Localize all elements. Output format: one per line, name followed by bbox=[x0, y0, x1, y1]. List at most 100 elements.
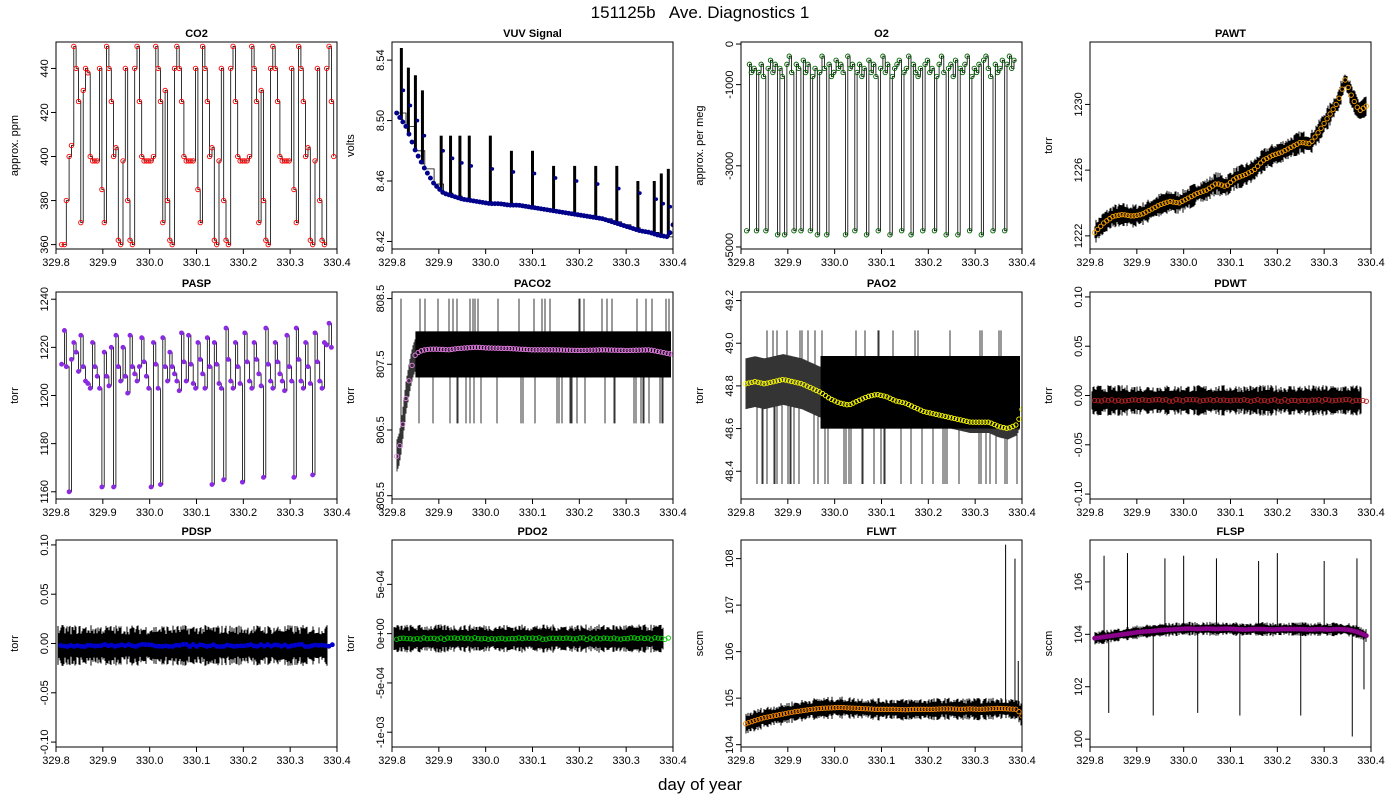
average-point bbox=[329, 642, 335, 648]
average-point bbox=[774, 232, 781, 238]
average-point bbox=[394, 110, 400, 116]
average-point bbox=[1212, 181, 1219, 187]
average-point bbox=[764, 380, 770, 386]
average-point bbox=[470, 344, 477, 351]
average-point bbox=[933, 411, 939, 417]
average-point bbox=[300, 98, 306, 105]
average-point bbox=[654, 348, 661, 355]
average-point bbox=[512, 636, 519, 642]
average-point bbox=[1095, 398, 1101, 404]
y-tick-label: 100 bbox=[1073, 730, 1085, 748]
average-point bbox=[871, 392, 878, 398]
average-point bbox=[1180, 398, 1186, 404]
average-point bbox=[1152, 204, 1158, 211]
average-point bbox=[887, 706, 893, 712]
x-tick-label: 329.9 bbox=[89, 257, 117, 269]
average-point bbox=[1300, 139, 1306, 146]
average-point bbox=[289, 378, 295, 384]
average-point bbox=[495, 345, 501, 351]
average-point bbox=[412, 147, 418, 153]
y-tick-label: 108 bbox=[724, 549, 736, 567]
x-tick-label: 329.9 bbox=[1123, 755, 1151, 767]
panel-flsp: 329.8 329.9 330.0 330.1 330.2 330.3 330.4 100 10… bbox=[1043, 526, 1385, 767]
average-point bbox=[279, 378, 285, 384]
average-point bbox=[891, 65, 898, 72]
average-point bbox=[129, 364, 135, 370]
average-point bbox=[1294, 141, 1300, 147]
average-point bbox=[535, 347, 541, 353]
average-point bbox=[1354, 104, 1360, 110]
x-tick-label: 330.4 bbox=[659, 507, 687, 519]
average-point bbox=[523, 635, 529, 641]
average-point bbox=[1125, 397, 1132, 404]
average-point bbox=[890, 397, 896, 403]
average-point bbox=[868, 69, 874, 76]
x-tick-label: 330.0 bbox=[1170, 755, 1198, 767]
average-point bbox=[78, 332, 84, 338]
average-point bbox=[770, 713, 776, 719]
plot-area bbox=[57, 625, 335, 666]
average-point bbox=[853, 705, 859, 711]
average-point bbox=[1200, 188, 1206, 194]
y-tick-label: 420 bbox=[39, 103, 51, 121]
average-point bbox=[922, 61, 928, 67]
average-point bbox=[1339, 397, 1346, 403]
average-point bbox=[601, 635, 607, 641]
average-point bbox=[1264, 155, 1270, 162]
x-tick-label: 329.9 bbox=[425, 507, 453, 519]
average-point bbox=[994, 423, 1001, 429]
figure-title: 151125b Ave. Diagnostics 1 bbox=[590, 3, 810, 22]
panel-title: PACO2 bbox=[514, 278, 551, 290]
average-point bbox=[80, 364, 86, 370]
average-point bbox=[1270, 152, 1276, 158]
average-point bbox=[933, 706, 939, 712]
average-point bbox=[421, 635, 427, 641]
average-point bbox=[560, 635, 566, 642]
x-tick-label: 330.0 bbox=[1170, 257, 1198, 269]
average-point bbox=[1241, 397, 1247, 403]
average-point bbox=[1315, 130, 1321, 136]
x-tick-label: 329.9 bbox=[774, 257, 802, 269]
x-tick-label: 330.1 bbox=[868, 257, 896, 269]
average-point bbox=[877, 65, 884, 72]
average-point bbox=[1324, 116, 1330, 122]
y-tick-label: 106 bbox=[724, 642, 736, 660]
average-point bbox=[1251, 397, 1257, 404]
average-point bbox=[908, 403, 915, 409]
plot-frame bbox=[1089, 539, 1372, 748]
average-point bbox=[914, 406, 921, 412]
average-point bbox=[1163, 397, 1169, 403]
average-point bbox=[195, 340, 201, 345]
x-tick-label: 330.3 bbox=[612, 755, 640, 767]
average-point bbox=[930, 410, 936, 417]
average-point bbox=[186, 332, 191, 338]
average-point bbox=[882, 69, 888, 76]
y-tick-label: 1200 bbox=[39, 383, 51, 407]
average-point bbox=[451, 635, 458, 641]
average-point bbox=[772, 61, 778, 67]
average-point bbox=[758, 61, 764, 67]
average-point bbox=[826, 61, 832, 67]
average-point bbox=[878, 392, 884, 398]
average-point bbox=[291, 186, 297, 193]
average-point bbox=[71, 43, 77, 50]
average-point bbox=[1221, 183, 1228, 189]
average-point bbox=[312, 330, 318, 336]
average-point bbox=[61, 328, 67, 333]
average-point bbox=[448, 635, 454, 641]
average-point bbox=[519, 346, 526, 352]
average-point bbox=[1353, 397, 1359, 403]
average-point bbox=[421, 347, 427, 353]
average-point bbox=[1242, 171, 1249, 178]
x-tick-label: 330.0 bbox=[136, 755, 164, 767]
average-point bbox=[221, 197, 227, 204]
average-point bbox=[169, 241, 175, 248]
average-point bbox=[305, 145, 311, 151]
average-point bbox=[543, 636, 549, 642]
average-point bbox=[847, 65, 853, 72]
average-point bbox=[786, 710, 792, 716]
average-point bbox=[948, 706, 955, 712]
average-point bbox=[1309, 138, 1315, 144]
average-point bbox=[805, 61, 811, 67]
average-point bbox=[455, 635, 461, 642]
